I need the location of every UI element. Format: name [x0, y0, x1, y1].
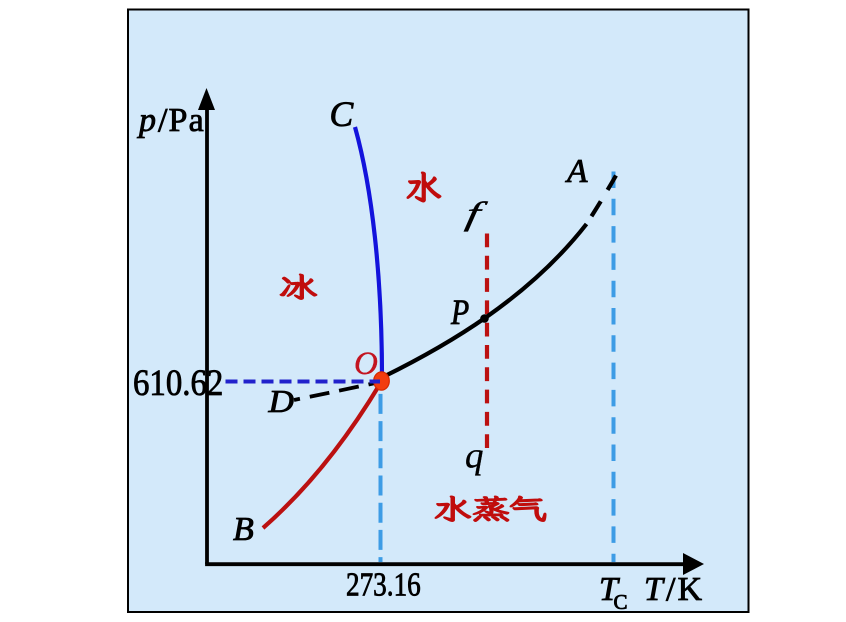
svg-text:P: P [450, 294, 469, 333]
svg-text:/: / [158, 102, 168, 139]
svg-text:O: O [354, 346, 378, 382]
svg-text:T: T [644, 571, 665, 608]
svg-text:B: B [233, 511, 254, 548]
svg-text:p: p [137, 102, 156, 139]
svg-text:/K: /K [666, 571, 702, 608]
svg-text:A: A [565, 153, 588, 190]
svg-text:Pa: Pa [169, 102, 205, 139]
svg-text:273.16: 273.16 [346, 566, 421, 604]
svg-text:C: C [614, 590, 628, 614]
svg-text:C: C [330, 94, 354, 134]
svg-text:D: D [267, 384, 293, 419]
svg-text:610.62: 610.62 [133, 362, 223, 403]
svg-text:T: T [599, 571, 620, 608]
svg-text:q: q [465, 436, 484, 477]
